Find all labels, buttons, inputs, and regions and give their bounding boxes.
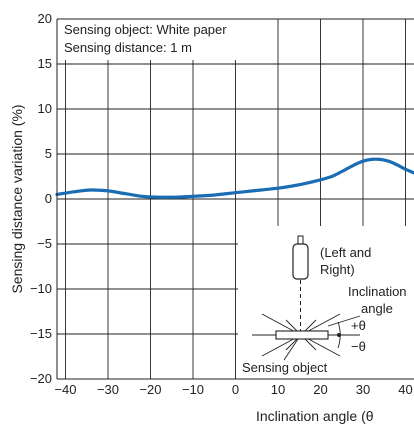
y-tick-label: −5 [37, 236, 52, 251]
conditions-box [57, 19, 255, 60]
inclination-label-line2: angle [361, 301, 393, 316]
y-tick-label: −20 [30, 371, 52, 386]
direction-label-line1: (Left and [320, 245, 371, 260]
x-tick-label: 0 [232, 382, 239, 397]
y-tick-label: 20 [38, 11, 52, 26]
sensing-object-label: Sensing object [242, 360, 328, 375]
x-tick-label: 30 [356, 382, 370, 397]
direction-label-line2: Right) [320, 262, 355, 277]
minus-theta-label: −θ [351, 339, 366, 354]
x-tick-label: −10 [182, 382, 204, 397]
x-tick-labels: −40 −30 −20 −10 0 10 20 30 40 [54, 382, 412, 397]
series-line [55, 157, 414, 199]
x-tick-label: 20 [313, 382, 327, 397]
sensor-body [292, 243, 309, 280]
object-leader-line [283, 338, 299, 361]
inclination-leader-line [327, 315, 361, 327]
plus-theta-label: +θ [351, 318, 366, 333]
inset-background [238, 226, 414, 384]
y-axis-label: Sensing distance variation (%) [9, 104, 25, 293]
angle-pivot-dot [337, 333, 341, 337]
y-tick-labels: 20 15 10 5 0 −5 −10 −15 −20 [30, 11, 52, 386]
x-tick-label: −20 [139, 382, 161, 397]
y-tick-label: 5 [45, 146, 52, 161]
y-tick-label: −15 [30, 326, 52, 341]
y-tick-label: 0 [45, 191, 52, 206]
x-tick-label: 40 [398, 382, 412, 397]
y-tick-label: 10 [38, 101, 52, 116]
x-axis-label: Inclination angle (θ [256, 408, 374, 424]
inclination-diagram: (Left and Right) Inclination angle +θ −θ… [238, 226, 414, 384]
sensing-object [275, 330, 329, 340]
x-tick-label: 10 [271, 382, 285, 397]
x-tick-label: −40 [54, 382, 76, 397]
y-tick-label: 15 [38, 56, 52, 71]
condition-distance: Sensing distance: 1 m [64, 40, 192, 55]
y-tick-label: −10 [30, 281, 52, 296]
x-tick-label: −30 [97, 382, 119, 397]
condition-object: Sensing object: White paper [64, 22, 227, 37]
inclination-label-line1: Inclination [348, 284, 407, 299]
series-group [55, 157, 414, 199]
